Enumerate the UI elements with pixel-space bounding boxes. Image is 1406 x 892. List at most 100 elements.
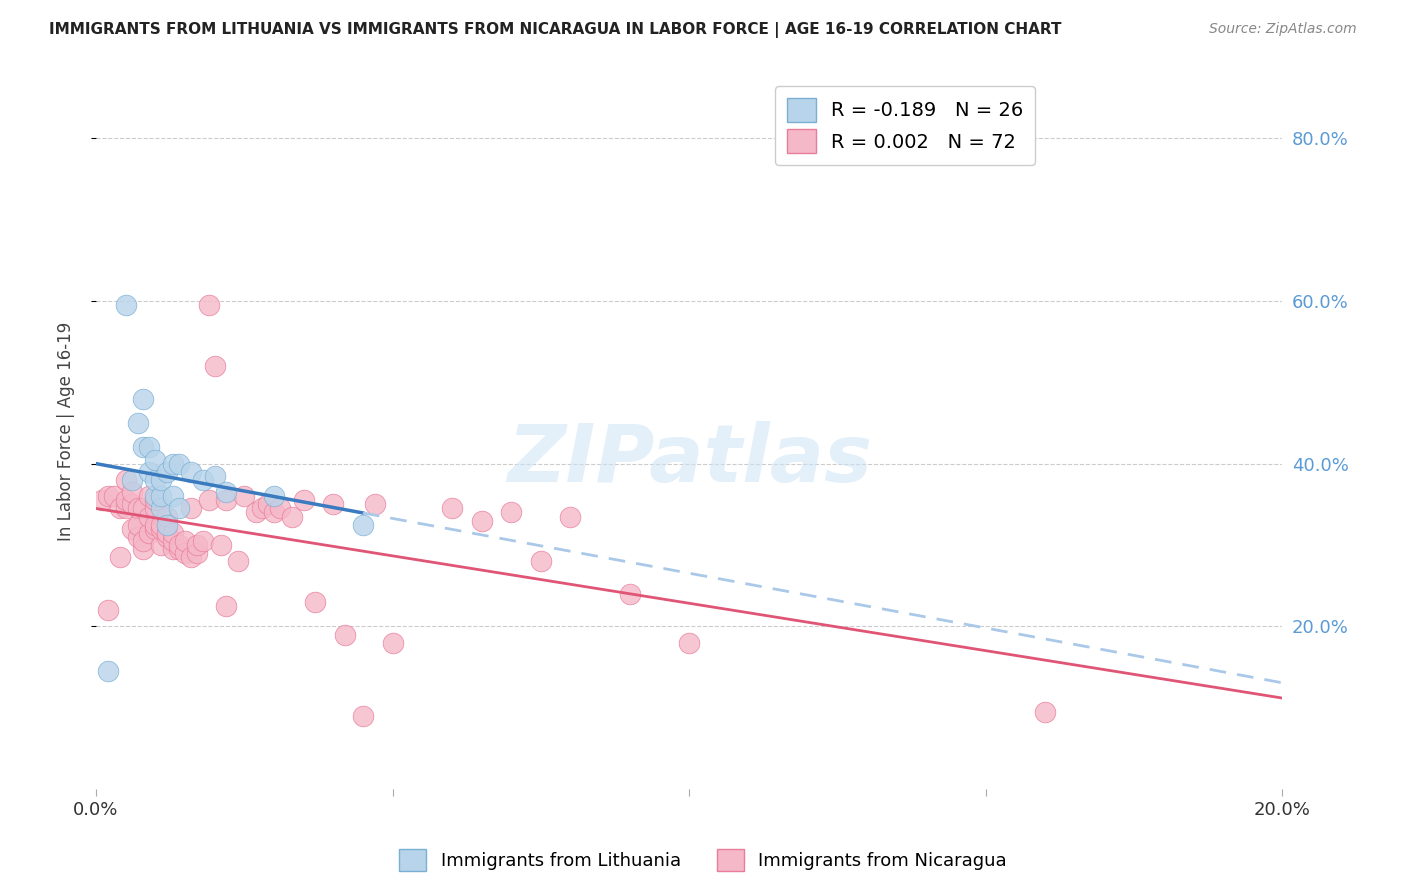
Point: [245, 506, 267, 520]
Point: [215, 485, 238, 500]
Point: [143, 489, 166, 503]
Point: [127, 517, 149, 532]
Point: [114, 501, 136, 516]
Point: [121, 522, 143, 536]
Point: [191, 473, 214, 487]
Point: [333, 627, 356, 641]
Point: [97, 489, 120, 503]
Point: [97, 603, 120, 617]
Point: [209, 538, 232, 552]
Point: [132, 441, 155, 455]
Text: Source: ZipAtlas.com: Source: ZipAtlas.com: [1209, 22, 1357, 37]
Point: [167, 501, 190, 516]
Point: [114, 473, 136, 487]
Point: [197, 493, 219, 508]
Point: [174, 533, 197, 548]
Point: [91, 493, 114, 508]
Point: [150, 473, 173, 487]
Legend: R = -0.189   N = 26, R = 0.002   N = 72: R = -0.189 N = 26, R = 0.002 N = 72: [775, 87, 1035, 165]
Legend: Immigrants from Lithuania, Immigrants from Nicaragua: Immigrants from Lithuania, Immigrants fr…: [392, 842, 1014, 879]
Point: [162, 542, 184, 557]
Point: [150, 522, 173, 536]
Point: [162, 533, 184, 548]
Point: [156, 530, 179, 544]
Point: [215, 493, 238, 508]
Point: [292, 493, 315, 508]
Point: [138, 525, 160, 540]
Text: IMMIGRANTS FROM LITHUANIA VS IMMIGRANTS FROM NICARAGUA IN LABOR FORCE | AGE 16-1: IMMIGRANTS FROM LITHUANIA VS IMMIGRANTS …: [49, 22, 1062, 38]
Point: [162, 489, 184, 503]
Point: [233, 489, 256, 503]
Point: [204, 468, 226, 483]
Point: [132, 533, 155, 548]
Point: [180, 465, 202, 479]
Point: [108, 501, 131, 516]
Point: [280, 509, 302, 524]
Point: [501, 506, 523, 520]
Point: [352, 709, 374, 723]
Point: [440, 501, 463, 516]
Point: [121, 473, 143, 487]
Point: [143, 517, 166, 532]
Point: [150, 489, 173, 503]
Point: [304, 595, 326, 609]
Point: [156, 525, 179, 540]
Point: [269, 501, 291, 516]
Point: [162, 525, 184, 540]
Point: [167, 542, 190, 557]
Point: [191, 533, 214, 548]
Point: [167, 538, 190, 552]
Point: [186, 538, 208, 552]
Point: [174, 546, 197, 560]
Y-axis label: In Labor Force | Age 16-19: In Labor Force | Age 16-19: [58, 321, 75, 541]
Point: [132, 392, 155, 406]
Point: [381, 636, 404, 650]
Point: [228, 554, 250, 568]
Point: [352, 517, 374, 532]
Point: [263, 506, 285, 520]
Point: [197, 298, 219, 312]
Point: [108, 550, 131, 565]
Point: [97, 664, 120, 678]
Point: [560, 509, 582, 524]
Point: [103, 489, 125, 503]
Point: [619, 587, 641, 601]
Point: [364, 497, 387, 511]
Point: [150, 517, 173, 532]
Point: [180, 501, 202, 516]
Point: [322, 497, 344, 511]
Point: [143, 473, 166, 487]
Point: [1033, 705, 1056, 719]
Point: [215, 599, 238, 613]
Point: [138, 465, 160, 479]
Point: [127, 416, 149, 430]
Point: [156, 465, 179, 479]
Point: [138, 441, 160, 455]
Point: [263, 489, 285, 503]
Point: [250, 501, 273, 516]
Point: [167, 457, 190, 471]
Text: ZIPatlas: ZIPatlas: [506, 421, 872, 499]
Point: [114, 493, 136, 508]
Point: [150, 501, 173, 516]
Point: [127, 501, 149, 516]
Point: [162, 457, 184, 471]
Point: [180, 550, 202, 565]
Point: [143, 501, 166, 516]
Point: [143, 493, 166, 508]
Point: [132, 542, 155, 557]
Point: [127, 530, 149, 544]
Point: [138, 489, 160, 503]
Point: [150, 538, 173, 552]
Point: [156, 509, 179, 524]
Point: [257, 497, 280, 511]
Point: [143, 522, 166, 536]
Point: [121, 497, 143, 511]
Point: [121, 485, 143, 500]
Point: [114, 298, 136, 312]
Point: [138, 509, 160, 524]
Point: [186, 546, 208, 560]
Point: [470, 514, 492, 528]
Point: [204, 359, 226, 373]
Point: [678, 636, 700, 650]
